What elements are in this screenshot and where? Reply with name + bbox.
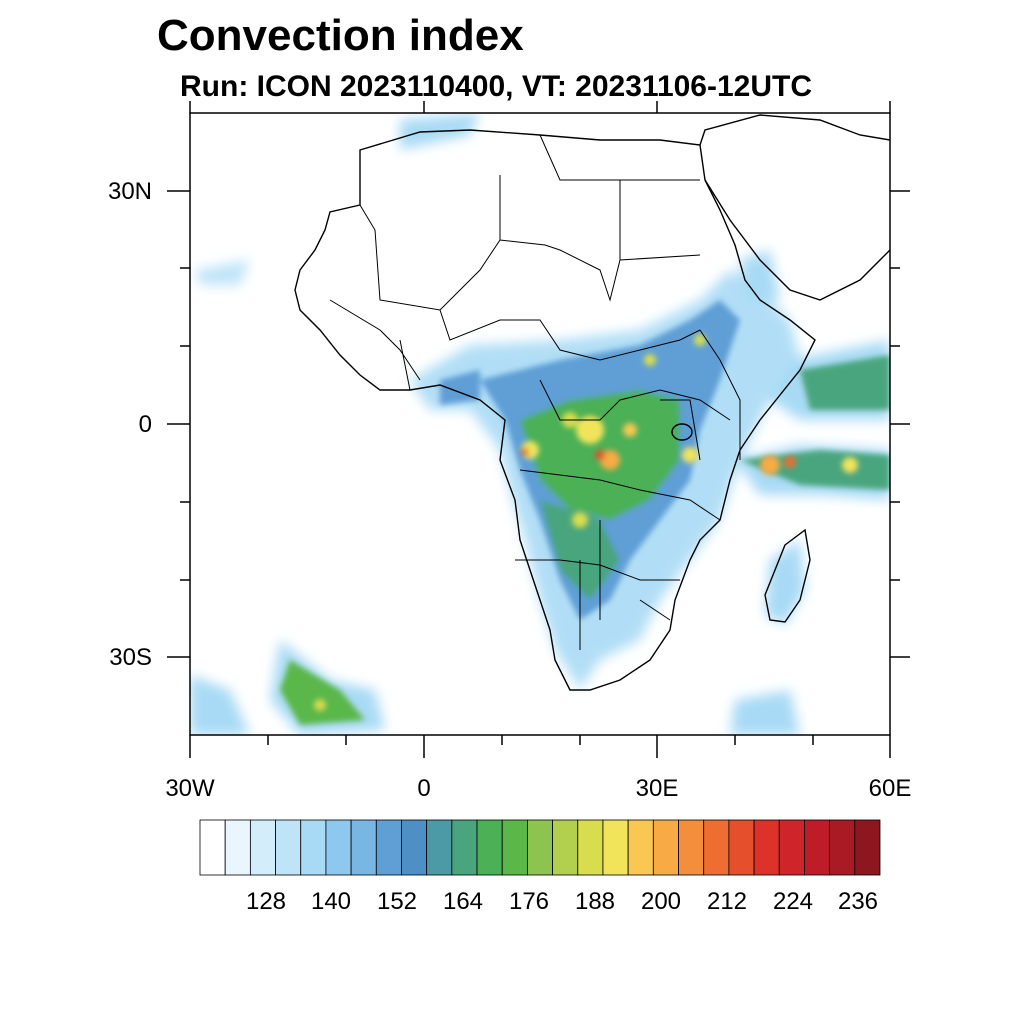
- colorbar-cell: [552, 819, 579, 876]
- colorbar-cell: [678, 819, 705, 876]
- arabia-coast: [704, 179, 890, 301]
- colorbar-label: 140: [310, 888, 352, 915]
- colorbar-label: 152: [376, 888, 418, 915]
- country-borders: [329, 134, 741, 650]
- colorbar-label: 224: [772, 888, 814, 915]
- colorbar-cell: [728, 819, 755, 876]
- colorbar-cell: [451, 819, 478, 876]
- colorbar-cell: [652, 819, 679, 876]
- colorbar-cell: [753, 819, 780, 876]
- colorbar-label: 236: [837, 888, 879, 915]
- y-tick-label-0: 0: [138, 411, 152, 438]
- map-area: [190, 113, 890, 735]
- chart-subtitle: Run: ICON 2023110400, VT: 20231106-12UTC: [180, 70, 813, 103]
- colorbar-cell: [804, 819, 831, 876]
- axis-ticks: [167, 101, 910, 758]
- y-tick-label-30s: 30S: [109, 644, 152, 671]
- x-tick-label-30e: 30E: [635, 775, 679, 802]
- colorbar-cell: [501, 819, 528, 876]
- madagascar: [764, 528, 811, 623]
- x-tick-label-0: 0: [417, 775, 431, 802]
- x-tick-label-60e: 60E: [868, 775, 912, 802]
- colorbar-label: 128: [245, 888, 287, 915]
- colorbar: [199, 819, 881, 876]
- colorbar-cell: [426, 819, 453, 876]
- colorbar-cell: [224, 819, 251, 876]
- colorbar-label: 188: [574, 888, 616, 915]
- colorbar-label: 212: [706, 888, 748, 915]
- colorbar-cell: [829, 819, 856, 876]
- colorbar-cell: [627, 819, 654, 876]
- colorbar-cell: [577, 819, 604, 876]
- colorbar-cell: [401, 819, 428, 876]
- chart-title: Convection index: [157, 11, 524, 60]
- colorbar-cell: [527, 819, 553, 876]
- middle-east-north: [699, 114, 890, 146]
- x-tick-label-30w: 30W: [165, 775, 215, 802]
- colorbar-cell: [778, 819, 805, 876]
- colorbar-cell: [275, 819, 302, 876]
- colorbar-label: 164: [442, 888, 484, 915]
- africa-coastline: [294, 129, 816, 691]
- colorbar-cell: [300, 819, 327, 876]
- colorbar-label: 176: [508, 888, 550, 915]
- colorbar-cell: [249, 819, 276, 876]
- y-tick-label-30n: 30N: [107, 178, 152, 205]
- colorbar-cell: [350, 819, 377, 876]
- colorbar-label: 200: [640, 888, 682, 915]
- colorbar-cell: [199, 819, 226, 876]
- colorbar-cell: [476, 819, 503, 876]
- coastlines: [294, 114, 890, 691]
- colorbar-cell: [325, 819, 352, 876]
- colorbar-cell: [854, 819, 881, 876]
- colorbar-cell: [375, 819, 402, 876]
- colorbar-cell: [703, 819, 730, 876]
- colorbar-cell: [602, 819, 629, 876]
- lake-victoria: [671, 423, 693, 441]
